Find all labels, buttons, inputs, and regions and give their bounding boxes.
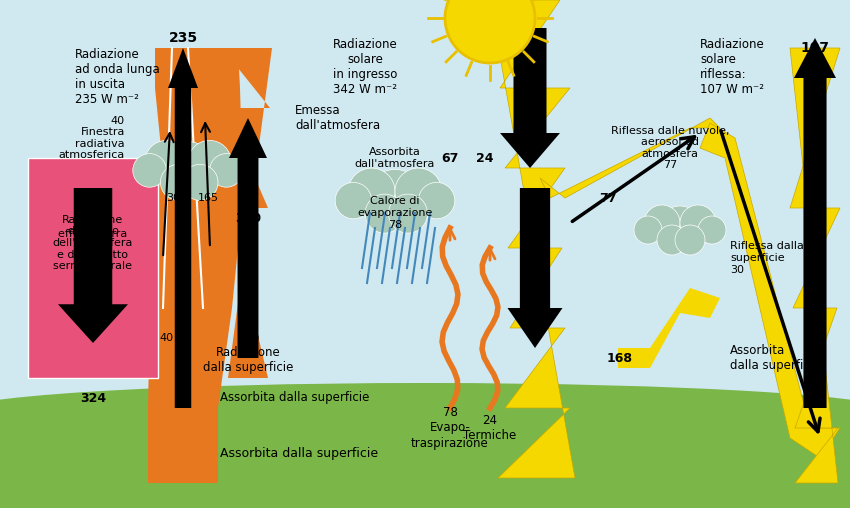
Text: Radiazione
solare
riflessa:
107 W m⁻²: Radiazione solare riflessa: 107 W m⁻² xyxy=(700,38,765,96)
Polygon shape xyxy=(490,0,575,478)
Circle shape xyxy=(335,182,371,219)
Polygon shape xyxy=(148,48,242,483)
Circle shape xyxy=(680,205,716,241)
Circle shape xyxy=(675,225,705,255)
Circle shape xyxy=(366,169,423,227)
Circle shape xyxy=(658,206,702,250)
Ellipse shape xyxy=(0,383,850,443)
Polygon shape xyxy=(507,188,563,348)
Text: 390
Radiazione
dalla superficie: 390 Radiazione dalla superficie xyxy=(203,332,293,374)
Text: 350: 350 xyxy=(235,211,261,225)
Text: Radiazione
solare
in ingresso
342 W m⁻²: Radiazione solare in ingresso 342 W m⁻² xyxy=(332,38,397,96)
Text: Assorbita dalla superficie: Assorbita dalla superficie xyxy=(220,392,370,404)
Text: Radiazione
ad onda lunga
in uscita
235 W m⁻²: Radiazione ad onda lunga in uscita 235 W… xyxy=(75,48,160,106)
Circle shape xyxy=(161,165,196,200)
Text: 30: 30 xyxy=(166,193,180,203)
Circle shape xyxy=(144,140,188,183)
Text: 24: 24 xyxy=(476,151,494,165)
Text: 77: 77 xyxy=(599,192,617,205)
Text: Emessa
dall'atmosfera: Emessa dall'atmosfera xyxy=(295,104,380,132)
Text: 165: 165 xyxy=(197,193,218,203)
Text: Gas ad
effetto serra: Gas ad effetto serra xyxy=(59,217,128,239)
Polygon shape xyxy=(700,123,840,458)
Circle shape xyxy=(657,225,687,255)
Polygon shape xyxy=(229,118,267,358)
Polygon shape xyxy=(794,38,836,408)
Text: Riflessa dalla
superficie
30: Riflessa dalla superficie 30 xyxy=(730,241,804,275)
Polygon shape xyxy=(790,48,840,483)
Text: Calore di
evaporazione
78: Calore di evaporazione 78 xyxy=(357,197,433,230)
Circle shape xyxy=(395,168,442,215)
Text: Riflessa dalle nuvole,
aerosol ed
atmosfera
77: Riflessa dalle nuvole, aerosol ed atmosf… xyxy=(611,125,729,170)
Text: 40
Finestra
radiativa
atmosferica: 40 Finestra radiativa atmosferica xyxy=(59,116,125,161)
Circle shape xyxy=(698,216,726,244)
Circle shape xyxy=(644,205,680,241)
Text: 78
Evapo-
traspirazione: 78 Evapo- traspirazione xyxy=(411,406,489,450)
Text: 324
Radiazione
di ritorno
dell'atmosfera
e dell'effetto
serra naturale
(155): 324 Radiazione di ritorno dell'atmosfera… xyxy=(53,203,133,283)
Text: 107: 107 xyxy=(801,41,830,55)
Text: 324: 324 xyxy=(80,392,106,404)
Circle shape xyxy=(133,153,167,187)
Text: 342: 342 xyxy=(515,81,545,95)
Polygon shape xyxy=(540,118,720,198)
Circle shape xyxy=(162,142,214,195)
Text: Assorbita
dalla superficie: Assorbita dalla superficie xyxy=(730,344,820,372)
Polygon shape xyxy=(168,48,198,408)
Circle shape xyxy=(388,194,428,233)
Circle shape xyxy=(445,0,535,63)
Text: 168: 168 xyxy=(607,352,633,365)
Text: 40: 40 xyxy=(160,333,174,343)
Polygon shape xyxy=(0,413,850,508)
Polygon shape xyxy=(618,288,720,368)
Text: Assorbita dalla superficie: Assorbita dalla superficie xyxy=(220,447,378,460)
Circle shape xyxy=(210,153,243,187)
FancyBboxPatch shape xyxy=(28,158,158,378)
Text: 24
Termiche: 24 Termiche xyxy=(463,414,517,442)
Circle shape xyxy=(182,165,218,200)
Circle shape xyxy=(634,216,662,244)
Polygon shape xyxy=(58,188,128,343)
Circle shape xyxy=(366,194,404,233)
Text: Assorbita
dall'atmosfera: Assorbita dall'atmosfera xyxy=(354,147,435,169)
Text: 67: 67 xyxy=(441,151,459,165)
Polygon shape xyxy=(222,48,272,378)
Polygon shape xyxy=(500,28,560,168)
Circle shape xyxy=(188,140,231,183)
Text: 235: 235 xyxy=(168,31,197,45)
Circle shape xyxy=(348,168,395,215)
Circle shape xyxy=(418,182,455,219)
